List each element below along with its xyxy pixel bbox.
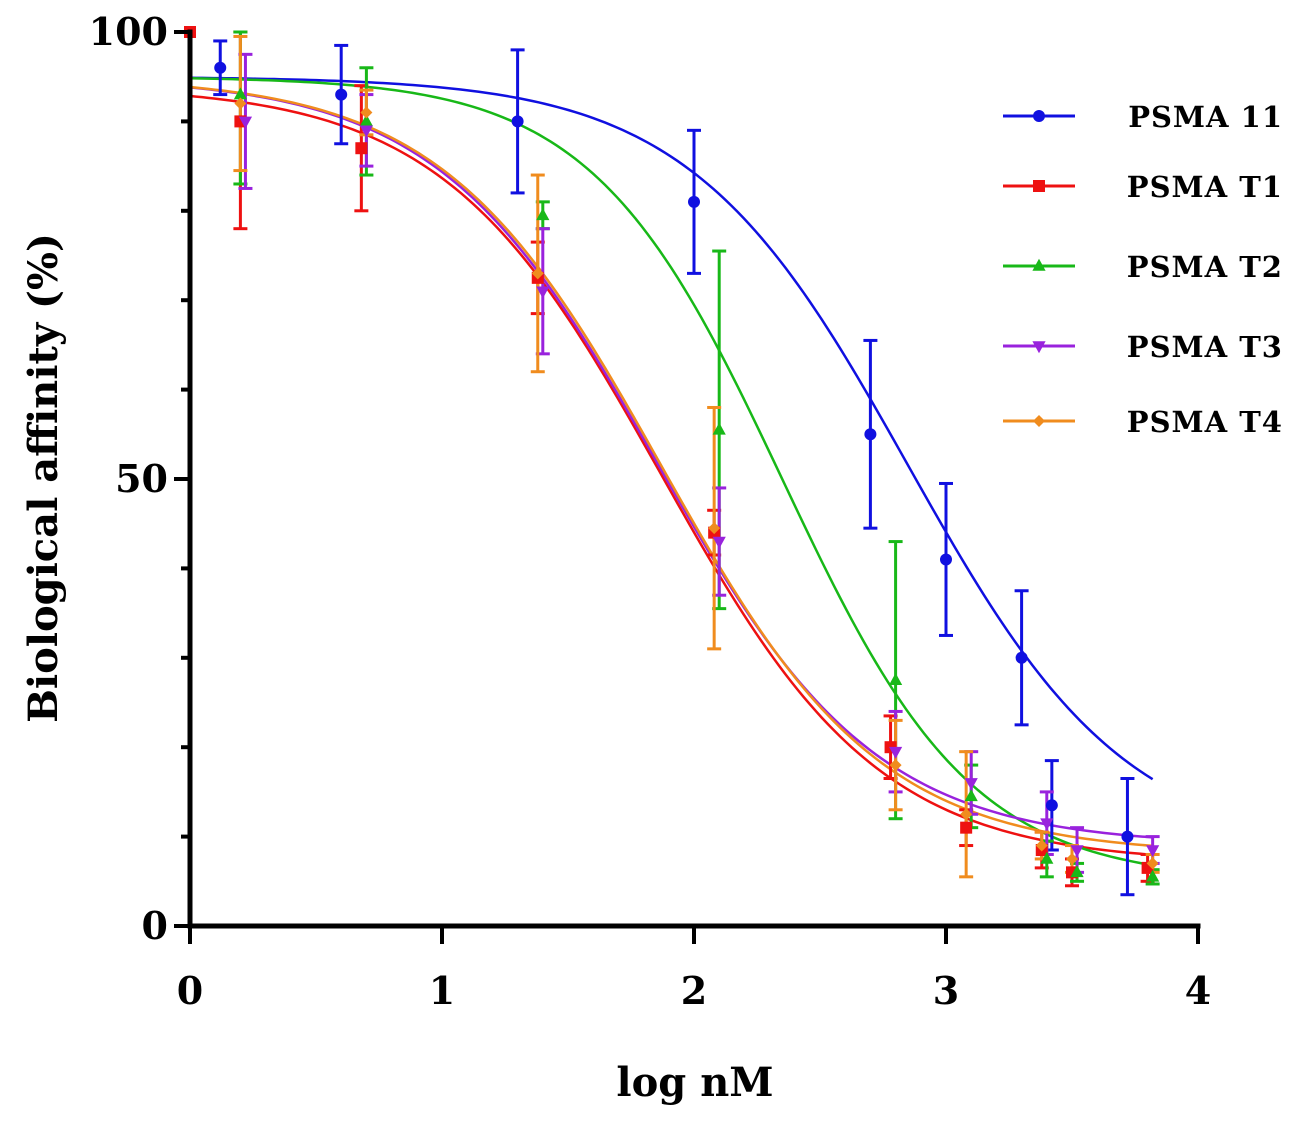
legend-marker-5 (1033, 415, 1045, 427)
marker-s4-p2 (359, 125, 373, 138)
y-tick-label-0: 0 (142, 903, 168, 948)
markers-layer (184, 26, 1160, 882)
marker-s4-p6 (964, 778, 978, 791)
x-tick-label-0: 0 (177, 968, 203, 1013)
x-tick-label-4: 4 (1185, 968, 1211, 1013)
marker-s1-p10 (1121, 830, 1134, 843)
legend-marker-4 (1032, 341, 1046, 354)
marker-s3-p2 (359, 114, 373, 127)
marker-s4-p5 (889, 746, 903, 759)
marker-s3-p8 (1070, 865, 1084, 878)
marker-s5-p9 (1146, 857, 1159, 870)
legend-label-5: PSMA T4 (1127, 405, 1283, 439)
marker-s1-p2 (214, 61, 227, 74)
y-tick-label-50: 50 (115, 456, 168, 501)
marker-s1-p5 (688, 195, 700, 208)
marker-s4-p9 (1146, 845, 1160, 858)
x-tick-label-1: 1 (429, 968, 455, 1013)
marker-s1-p7 (940, 553, 952, 566)
marker-s1-p3 (335, 88, 348, 101)
y-axis-title: Biological affinity (%) (20, 233, 67, 723)
error-bars-layer (213, 30, 1160, 897)
marker-s5-p5 (889, 759, 902, 772)
marker-s1-p4 (511, 115, 524, 128)
marker-s3-p5 (889, 672, 903, 685)
marker-s4-p4 (712, 536, 726, 549)
axes-layer: 0 50 100 0 1 2 3 4 (89, 9, 1212, 1013)
legend-item-2: PSMA T1 (1003, 170, 1283, 204)
marker-s5-p8 (1066, 852, 1078, 865)
y-tick-label-100: 100 (89, 9, 168, 54)
fit-curve-series-3 (189, 77, 1153, 867)
marker-s5-p2 (360, 106, 373, 119)
legend-label-2: PSMA T1 (1127, 170, 1283, 204)
marker-s4-p3 (536, 286, 550, 299)
fit-curve-series-5 (189, 85, 1153, 848)
marker-s1-p9 (1045, 799, 1058, 812)
marker-s3-p6 (964, 789, 978, 802)
legend-item-5: PSMA T4 (1003, 405, 1283, 439)
legend-item-4: PSMA T3 (1003, 330, 1283, 364)
marker-s5-p6 (960, 808, 973, 821)
legend: PSMA 11 PSMA T1 PSMA T2 PSMA T3 PSMA T4 (1003, 100, 1283, 439)
x-tick-label-3: 3 (933, 968, 959, 1013)
marker-s5-p4 (708, 522, 721, 535)
legend-label-1: PSMA 11 (1128, 100, 1283, 134)
marker-s3-p3 (536, 208, 550, 221)
marker-s4-p8 (1070, 845, 1084, 858)
marker-s1-p8 (1015, 651, 1028, 664)
legend-label-3: PSMA T2 (1127, 250, 1283, 284)
marker-s5-p1 (234, 97, 247, 110)
marker-s2-p3 (355, 142, 368, 155)
marker-s5-p7 (1035, 839, 1048, 852)
fit-curves-layer (189, 76, 1154, 867)
legend-marker-1 (1033, 110, 1045, 122)
marker-s1-p6 (864, 428, 877, 441)
marker-s2-p7 (960, 821, 973, 834)
legend-item-1: PSMA 11 (1003, 100, 1283, 134)
fit-curve-series-1 (189, 76, 1154, 781)
marker-s4-p1 (238, 116, 253, 129)
fit-curve-series-2 (189, 94, 1153, 857)
legend-marker-2 (1033, 180, 1045, 192)
marker-s3-p4 (712, 422, 726, 435)
legend-marker-3 (1032, 258, 1046, 271)
legend-item-3: PSMA T2 (1003, 250, 1283, 284)
marker-s3-p7 (1040, 851, 1054, 864)
marker-s3-p9 (1146, 869, 1160, 882)
x-axis-title: log nM (616, 1059, 773, 1106)
marker-s5-p3 (531, 267, 544, 280)
marker-s4-p7 (1040, 818, 1054, 831)
fit-curve-series-4 (189, 86, 1153, 839)
x-tick-label-2: 2 (681, 968, 707, 1013)
marker-s3-p1 (233, 87, 247, 100)
legend-label-4: PSMA T3 (1127, 330, 1283, 364)
